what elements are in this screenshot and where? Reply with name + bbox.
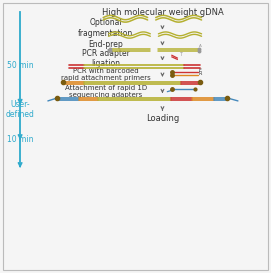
Text: R: R (199, 71, 202, 76)
Text: 10 min: 10 min (7, 135, 33, 144)
Text: High molecular weight gDNA: High molecular weight gDNA (102, 8, 223, 17)
Text: Attachment of rapid 1D
sequencing adapters: Attachment of rapid 1D sequencing adapte… (65, 85, 147, 98)
Text: 50 min: 50 min (7, 61, 33, 70)
Text: PCR with barcoded
rapid attachment primers: PCR with barcoded rapid attachment prime… (61, 68, 151, 81)
Text: End-prep: End-prep (88, 40, 123, 49)
Text: Loading: Loading (146, 114, 179, 123)
Text: PCR adapter
ligation: PCR adapter ligation (82, 49, 130, 68)
Text: a: a (107, 44, 110, 48)
Text: User-
defined: User- defined (6, 100, 34, 119)
Text: A: A (199, 44, 202, 48)
Text: F: F (199, 68, 202, 73)
Text: T: T (179, 52, 182, 57)
Text: Optional
fragmentation: Optional fragmentation (78, 18, 134, 38)
